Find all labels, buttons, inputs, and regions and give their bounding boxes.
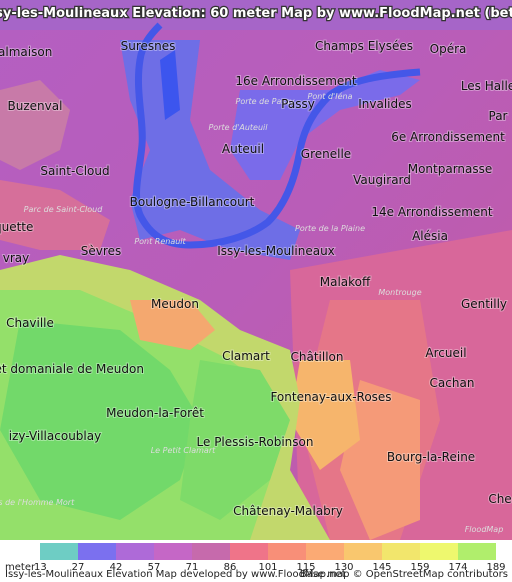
place-label: Bois de l'Homme Mort	[0, 498, 75, 507]
place-labels: Suresnes Malmaison Champs Elysées Opéra 16e …	[0, 38, 512, 534]
legend-label: 189	[486, 562, 505, 573]
legend-swatch	[78, 543, 116, 560]
footer-right: Base map © OpenStreetMap contributors	[300, 569, 508, 580]
place-label: Le Plessis-Robinson	[197, 435, 314, 449]
legend-swatch	[382, 543, 420, 560]
place-label: 14e Arrondissement	[371, 205, 493, 219]
legend-swatch	[116, 543, 154, 560]
place-label: Châtillon	[291, 350, 344, 364]
place-label: 16e Arrondissement	[235, 74, 357, 88]
place-label: Porte de la Plaine	[295, 224, 365, 233]
legend-label: 71	[186, 562, 199, 573]
place-label: Les Halle	[461, 79, 512, 93]
place-label: Che	[488, 492, 511, 506]
place-label: Grenelle	[301, 147, 351, 161]
place-label: Montrouge	[378, 288, 421, 297]
legend-label: 130	[334, 562, 353, 573]
place-label: Châtenay-Malabry	[233, 504, 343, 518]
place-label: Sèvres	[81, 244, 121, 258]
legend-label: 86	[224, 562, 237, 573]
place-label: Parc de Saint-Cloud	[24, 205, 104, 214]
place-label: Porte d'Auteuil	[208, 123, 268, 132]
place-label: Vaugirard	[353, 173, 411, 187]
legend-label: 101	[258, 562, 277, 573]
place-label: Invalides	[358, 97, 412, 111]
place-label: Champs Elysées	[315, 39, 413, 53]
place-label: Clamart	[222, 349, 270, 363]
place-label: Le Petit Clamart	[151, 446, 216, 455]
place-label: Suresnes	[121, 39, 176, 53]
place-label: Pont d'Iéna	[308, 91, 353, 101]
legend-swatch	[154, 543, 192, 560]
legend-label: 115	[296, 562, 315, 573]
map	[0, 0, 512, 540]
place-label: Meudon-la-Forêt	[106, 406, 204, 420]
place-label: Auteuil	[222, 142, 264, 156]
place-label: vray	[3, 251, 30, 265]
legend-swatch	[40, 543, 78, 560]
map-title: Issy-les-Moulineaux Elevation: 60 meter …	[0, 6, 512, 21]
place-label: Porte de Passy	[236, 97, 295, 106]
legend-label: 159	[410, 562, 429, 573]
place-label: Opéra	[430, 42, 467, 56]
legend-swatch	[344, 543, 382, 560]
place-label: izy-Villacoublay	[9, 429, 101, 443]
place-label: Gentilly	[461, 297, 507, 311]
place-label: Par	[489, 109, 508, 123]
place-label: Meudon	[151, 297, 199, 311]
place-label: Fontenay-aux-Roses	[270, 390, 391, 404]
place-label: Alésia	[412, 229, 448, 243]
place-label: Malmaison	[0, 45, 52, 59]
legend-swatch	[230, 543, 268, 560]
legend-label: 27	[72, 562, 85, 573]
legend-swatch	[192, 543, 230, 560]
legend-swatch	[268, 543, 306, 560]
place-label: Buzenval	[8, 99, 63, 113]
place-label: Pont Renault	[134, 237, 186, 246]
place-label: 6e Arrondissement	[391, 130, 505, 144]
place-label: Montparnasse	[408, 162, 493, 176]
place-label: Forêt domaniale de Meudon	[0, 362, 144, 376]
legend-unit: meter	[5, 562, 36, 573]
legend-label: 13	[34, 562, 47, 573]
place-label: FloodMap	[465, 525, 504, 534]
legend-label: 42	[110, 562, 123, 573]
place-label: Passy	[281, 97, 315, 111]
legend-label: 174	[448, 562, 467, 573]
legend-label: 57	[148, 562, 161, 573]
footer-left: Issy-les-Moulineaux Elevation Map develo…	[5, 569, 346, 580]
place-label: Saint-Cloud	[40, 164, 109, 178]
place-label: Chaville	[6, 316, 54, 330]
place-label: Arcueil	[425, 346, 466, 360]
legend-swatch	[458, 543, 496, 560]
legend-swatch	[420, 543, 458, 560]
place-label: oquette	[0, 220, 33, 234]
place-label: Malakoff	[320, 275, 371, 289]
place-label: Bourg-la-Reine	[387, 450, 475, 464]
place-label: Boulogne-Billancourt	[130, 195, 255, 209]
legend-label: 145	[372, 562, 391, 573]
legend-swatch	[306, 543, 344, 560]
place-label: Cachan	[430, 376, 475, 390]
river	[133, 22, 421, 249]
place-label: Issy-les-Moulineaux	[217, 244, 335, 258]
